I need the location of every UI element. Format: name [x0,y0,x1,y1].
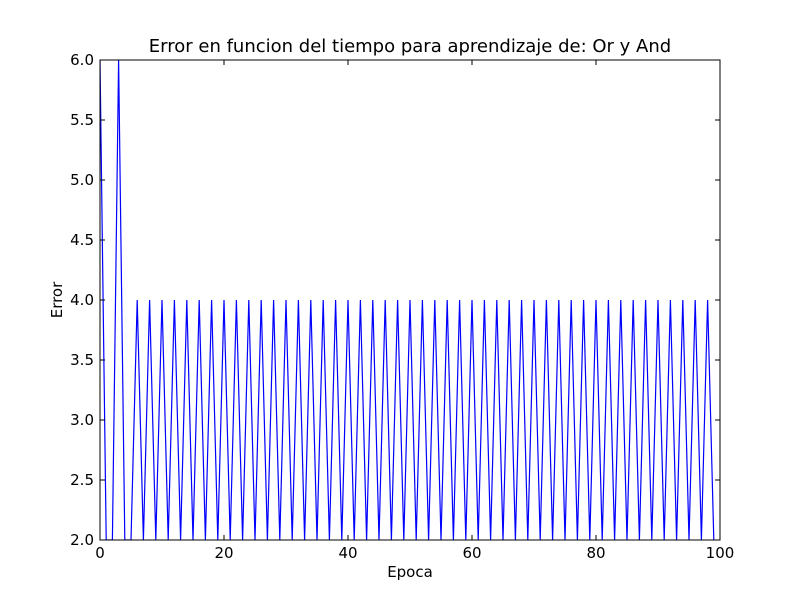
y-tick-label: 5.0 [70,171,94,189]
plot-area: 0 20 40 60 80 100 2.0 2.5 3.0 3.5 4.0 4.5 5.0 5.5 6.0 [70,51,734,562]
x-tick-label: 40 [338,544,357,562]
x-tick-label: 20 [214,544,233,562]
x-tick-label: 100 [706,544,735,562]
y-tick-label: 2.5 [70,471,94,489]
x-axis-label: Epoca [387,563,433,581]
x-tick-label: 80 [586,544,605,562]
y-tick-label: 2.0 [70,531,94,549]
y-tick-label: 4.0 [70,291,94,309]
tick-layer: 0 20 40 60 80 100 2.0 2.5 3.0 3.5 4.0 4.5 5.0 5.5 6.0 [70,51,734,562]
plot-frame [99,59,721,541]
chart-title: Error en funcion del tiempo para aprendi… [149,36,671,57]
y-tick-label: 3.5 [70,351,94,369]
x-tick-label: 0 [95,544,105,562]
y-tick-label: 4.5 [70,231,94,249]
y-axis-label: Error [48,281,66,318]
y-tick-label: 5.5 [70,111,94,129]
y-tick-label: 3.0 [70,411,94,429]
x-tick-label: 60 [462,544,481,562]
series-layer [100,60,715,540]
series-line-0 [100,60,715,540]
y-tick-label: 6.0 [70,51,94,69]
